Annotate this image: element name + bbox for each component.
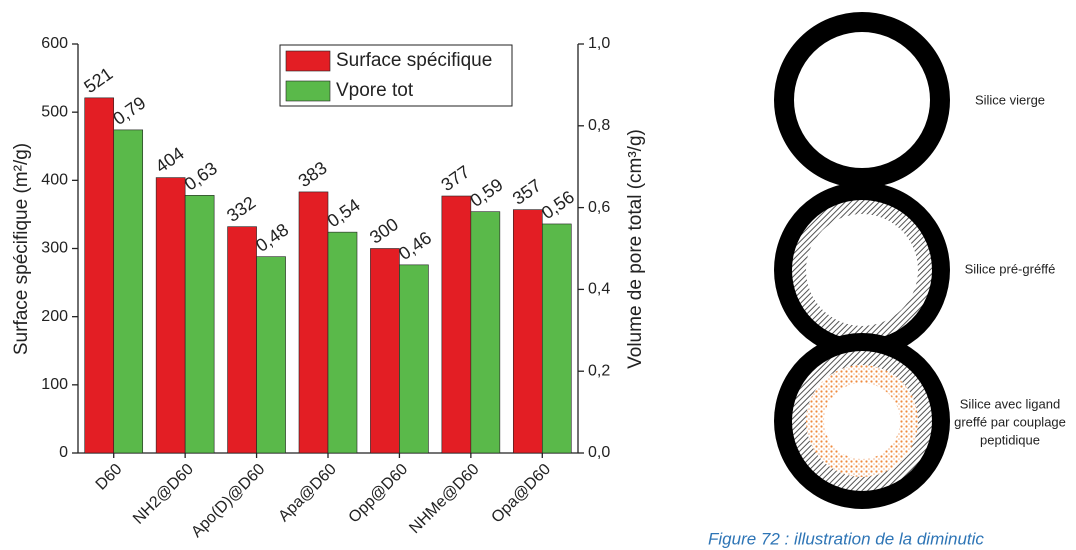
legend-label: Vpore tot — [336, 80, 414, 101]
bar — [541, 223, 572, 454]
y2-tick-label: 0,4 — [588, 281, 610, 298]
y2-tick-label: 0,2 — [588, 362, 610, 379]
x-tick-label: Apo(D)@D60 — [188, 461, 268, 541]
bar — [155, 177, 186, 454]
legend-swatch — [285, 50, 331, 72]
y-tick-label: 0 — [59, 444, 68, 461]
bar — [441, 195, 472, 454]
value-label: 0,79 — [109, 93, 149, 129]
diagram: Figure 72 : illustration de la diminutic… — [708, 12, 1066, 548]
y-tick-label: 400 — [41, 172, 68, 189]
value-label: 0,59 — [466, 174, 506, 210]
y-tick-label: 300 — [41, 240, 68, 257]
bar — [470, 211, 501, 454]
value-label: 0,63 — [181, 158, 221, 194]
bar — [184, 195, 215, 454]
y-axis-title: Surface spécifique (m²/g) — [11, 143, 32, 355]
value-label: 300 — [366, 214, 402, 248]
y2-axis-title: Volume de pore total (cm³/g) — [625, 129, 646, 369]
figure-caption: Figure 72 : illustration de la diminutic — [708, 529, 984, 548]
legend-label: Surface spécifique — [336, 50, 492, 71]
y2-tick-label: 0,8 — [588, 117, 610, 134]
value-label: 0,48 — [252, 219, 292, 255]
y-tick-label: 100 — [41, 376, 68, 393]
diagram-label: Silice pré-gréffé — [965, 261, 1056, 276]
value-label: 521 — [80, 63, 116, 97]
bar — [327, 231, 358, 454]
bar — [512, 209, 543, 454]
pore — [824, 383, 900, 459]
y-tick-label: 200 — [41, 308, 68, 325]
diagram-label: peptidique — [980, 432, 1040, 447]
diagram-label: Silice avec ligand — [960, 396, 1060, 411]
diagram-label: Silice vierge — [975, 92, 1045, 107]
y-tick-label: 500 — [41, 103, 68, 120]
diagram-label: greffé par couplage — [954, 414, 1066, 429]
bar — [84, 97, 115, 454]
value-label: 383 — [295, 157, 331, 191]
silica-ring — [774, 12, 950, 188]
value-label: 332 — [223, 192, 259, 226]
x-tick-label: NH2@D60 — [130, 461, 197, 528]
y2-tick-label: 1,0 — [588, 35, 610, 52]
pore — [806, 214, 918, 326]
bar — [399, 264, 429, 454]
value-label: 404 — [152, 143, 188, 177]
value-label: 0,46 — [395, 228, 435, 264]
x-tick-label: Opp@D60 — [346, 461, 412, 527]
legend-swatch — [285, 80, 331, 102]
chart: Surface spécifique (m²/g) Volume de pore… — [11, 35, 646, 541]
x-tick-label: Apa@D60 — [275, 461, 339, 525]
y2-tick-label: 0,6 — [588, 199, 610, 216]
bar — [227, 226, 257, 454]
x-tick-label: NHMe@D60 — [406, 461, 482, 537]
bar — [113, 129, 144, 454]
value-label: 377 — [437, 162, 473, 196]
bar — [370, 248, 400, 454]
value-label: 357 — [509, 175, 545, 209]
y-tick-label: 600 — [41, 35, 68, 52]
y2-tick-label: 0,0 — [588, 444, 610, 461]
bar — [256, 256, 286, 454]
value-label: 0,54 — [324, 195, 364, 231]
bar — [298, 191, 329, 454]
x-tick-label: Opa@D60 — [488, 461, 554, 527]
x-tick-label: D60 — [93, 461, 126, 494]
